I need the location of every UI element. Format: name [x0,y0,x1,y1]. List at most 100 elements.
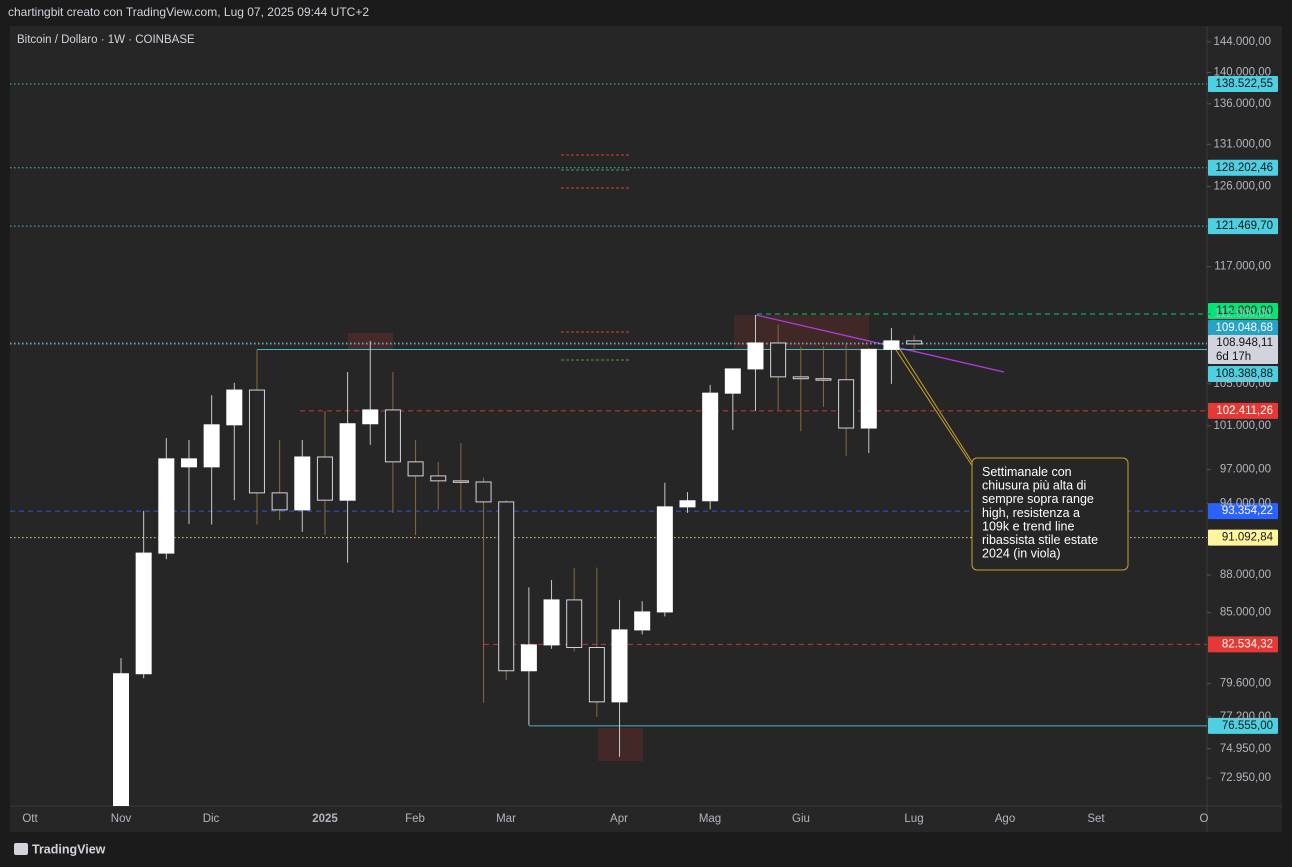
candle-body [339,423,356,501]
candle-body [679,500,696,508]
x-tick-label: Feb [405,813,425,825]
level-label-box [1208,75,1278,92]
candle-body [656,506,673,613]
candle-body [226,389,243,426]
candle-body [883,340,900,350]
level-label: 109.048,68 [1215,322,1273,334]
x-tick-label: Ott [22,813,38,825]
x-tick-label: Nov [111,813,132,825]
y-tick-label: 74.950,00 [1220,743,1271,755]
candle-body [588,647,605,703]
level-label: 128.202,46 [1215,162,1273,174]
y-tick-label: 117.000,00 [1214,261,1271,273]
annotation-text: Settimanale con [982,465,1072,479]
level-label: 91.092,84 [1222,532,1274,544]
level-label: 112.000,00 [1216,305,1273,317]
candle-body [362,409,379,425]
brand-logo [14,843,28,855]
level-label: 93.354,22 [1222,505,1273,517]
y-tick-label: 101.000,00 [1213,420,1271,432]
level-label: 82.534,32 [1222,638,1273,650]
y-tick-label: 136.000,00 [1213,98,1271,110]
y-tick-label: 126.000,00 [1213,181,1271,193]
chart-title: Bitcoin / Dollaro · 1W · COINBASE [17,34,195,46]
level-label-box [1208,320,1278,336]
level-label-box [1208,335,1278,364]
candle-body [634,611,651,631]
y-tick-label: 72.950,00 [1220,772,1271,784]
candle-body [430,475,447,482]
candle-body [248,389,265,494]
candle-body [384,409,401,463]
callout-line [898,347,973,463]
level-label-box [1208,218,1278,235]
candle-body [724,368,741,394]
candle-body [407,461,424,477]
y-tick-label: 144.000,00 [1213,36,1271,48]
y-tick-label: 97.000,00 [1220,464,1271,476]
level-label-box [1208,366,1278,382]
candle-body [158,458,175,554]
level-label: 108.948,11 [1216,337,1273,349]
brand: TradingView [32,842,106,856]
trend-line [755,314,1005,373]
level-label-box [1208,636,1278,653]
annotation-text: chiusura più alta di [982,479,1086,493]
candle-body [180,458,197,468]
candle-body [815,378,832,381]
level-label: 102.411,26 [1216,405,1273,417]
x-tick-label: Apr [610,813,628,825]
y-tick-label: 85.000,00 [1220,607,1271,619]
callout-line [895,349,976,471]
annotation-text: ribassista stile estate [982,533,1098,547]
candle-body [316,456,333,501]
annotation-box [971,457,1129,571]
x-tick-label: Dic [203,813,220,825]
annotation-text: high, resistenza a [982,506,1080,520]
y-tick-label: 140.000,00 [1213,66,1271,78]
x-tick-label: Set [1087,813,1105,825]
level-label-box [1208,503,1278,520]
x-tick-label: Ago [995,813,1015,825]
candle-body [543,599,560,646]
countdown: 6d 17h [1216,351,1251,363]
x-tick-label: Giu [792,813,810,825]
level-label-box [1208,529,1278,546]
x-tick-label: Mar [496,813,516,825]
chart-panel [10,26,1282,832]
x-tick-label: O [1200,813,1209,825]
y-tick-label: 77.200,00 [1220,711,1271,723]
level-label-box [1208,303,1278,319]
candle-body [520,644,537,672]
candle-body [838,379,855,429]
level-label: 76.555,00 [1222,720,1273,732]
candle-body [906,340,923,345]
level-label-box [1208,402,1278,419]
candle-body [113,673,129,806]
candle-body [702,392,719,502]
candle-body [135,552,152,675]
candle-body [203,424,220,468]
y-tick-label: 94.000,00 [1220,498,1271,510]
candle-body [747,342,764,370]
highlight [598,728,643,761]
annotation-text: sempre sopra range [982,492,1094,506]
candle-body [475,481,492,503]
y-tick-label: 88.000,00 [1220,569,1271,581]
candle-body [770,342,787,378]
level-label-box [1208,717,1278,734]
y-tick-label: 105.000,00 [1213,378,1271,390]
annotation-text: 2024 (in viola) [982,547,1061,561]
candle-body [452,480,469,483]
level-label: 121.469,70 [1215,220,1273,232]
candle-body [271,492,288,511]
candle-body [860,348,877,429]
x-tick-label: 2025 [312,813,338,825]
y-tick-label: 131.000,00 [1213,138,1271,150]
candle-body [498,501,515,672]
level-label: 108.388,88 [1215,368,1273,380]
x-tick-label: Mag [699,813,721,825]
candle-body [611,629,628,703]
annotation-text: 109k e trend line [982,519,1074,533]
